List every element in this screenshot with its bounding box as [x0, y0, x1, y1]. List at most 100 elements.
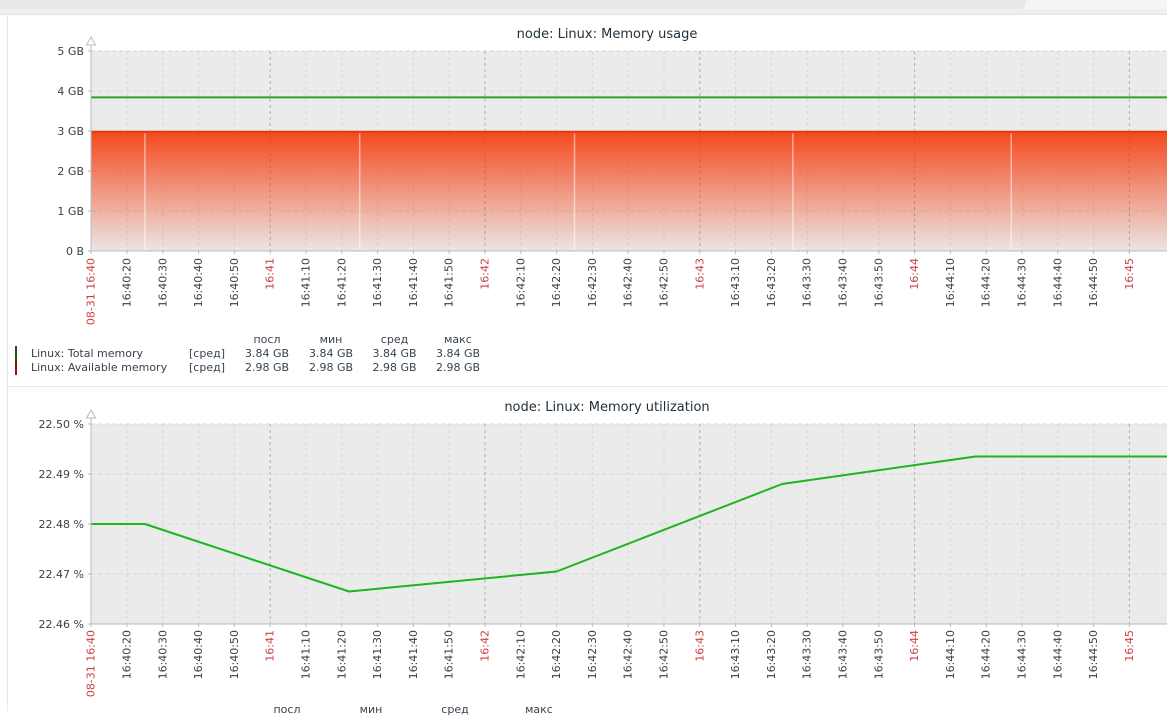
x-tick-label: 16:40:40: [192, 630, 205, 679]
legend-col-max: макс: [444, 332, 472, 346]
x-tick-label: 16:42:50: [658, 258, 671, 307]
x-tick-label: 16:43: [693, 630, 706, 662]
series-max: 2.98 GB: [435, 360, 481, 374]
y-tick-label: 22.46 %: [39, 618, 84, 631]
y-axis-arrow-icon: [85, 408, 97, 419]
x-tick-label: 16:44:10: [944, 258, 957, 307]
x-tick-label: 16:43:10: [729, 258, 742, 307]
y-tick-label: 1 GB: [57, 205, 84, 218]
series-line-linux-memory-utilization: [91, 455, 1167, 593]
y-tick-label: 22.49 %: [39, 468, 84, 481]
x-tick-label: 16:44:50: [1087, 258, 1100, 307]
x-tick-label: 16:40:40: [192, 258, 205, 307]
x-tick-label: 16:41:40: [407, 630, 420, 679]
x-tick-label: 16:44:30: [1016, 630, 1029, 679]
x-tick-label: 16:40:20: [121, 258, 134, 307]
legend-col-last: посл: [253, 332, 281, 346]
legend-col-avg: сред: [441, 702, 469, 716]
y-tick-label: 22.48 %: [39, 518, 84, 531]
content-left-border: [7, 15, 8, 711]
legend-row-total-memory: Linux: Total memory [сред] 3.84 GB 3.84 …: [0, 345, 490, 361]
series-swatch-total-memory: [15, 345, 17, 361]
series-func: [сред]: [189, 360, 225, 374]
x-tick-label: 16:42:40: [622, 258, 635, 307]
x-tick-label: 16:43:50: [872, 630, 885, 679]
x-tick-label: 16:44:50: [1087, 630, 1100, 679]
x-tick-label: 16:41:30: [371, 258, 384, 307]
series-last: 2.98 GB: [244, 360, 290, 374]
series-min: 3.84 GB: [308, 346, 354, 360]
y-axis-arrow-icon: [85, 35, 97, 46]
series-avg: 2.98 GB: [372, 360, 417, 374]
series-area-available-memory: [91, 131, 1167, 251]
x-tick-label: 16:43:30: [801, 258, 814, 307]
x-tick-label: 16:44:40: [1051, 630, 1064, 679]
widget-divider: [7, 386, 1167, 387]
legend-memory-usage: посл мин сред макс Linux: Total memory […: [0, 332, 490, 375]
x-tick-label: 16:42:20: [550, 258, 563, 307]
chart-title-memory-utilization: node: Linux: Memory utilization: [504, 400, 710, 415]
y-tick-label: 22.47 %: [39, 568, 84, 581]
legend-col-min: мин: [359, 702, 383, 716]
x-tick-label: 16:43:20: [765, 258, 778, 307]
x-tick-label: 16:44: [908, 258, 921, 290]
x-tick-label: 16:41:40: [407, 258, 420, 307]
legend-col-avg: сред: [380, 332, 409, 346]
y-tick-label: 4 GB: [57, 85, 84, 98]
x-tick-label: 08-31 16:40: [85, 258, 98, 325]
legend-col-last: посл: [273, 702, 301, 716]
x-tick-label: 16:43:30: [801, 630, 814, 679]
x-tick-label: 16:43: [693, 258, 706, 290]
x-tick-label: 16:42:10: [514, 630, 527, 679]
x-tick-label: 16:44: [908, 630, 921, 662]
x-tick-label: 16:43:20: [765, 630, 778, 679]
y-tick-label: 22.50 %: [39, 418, 84, 431]
x-tick-label: 16:41:50: [443, 258, 456, 307]
series-label: Linux: Available memory: [31, 360, 168, 374]
x-tick-label: 16:44:30: [1016, 258, 1029, 307]
x-tick-label: 16:43:40: [837, 258, 850, 307]
chart-memory-utilization: 22.50 % 22.49 % 22.48 % 22.47 % 22.46 %08-31…: [39, 408, 1167, 697]
x-tick-label: 16:44:20: [980, 258, 993, 307]
series-swatch-available-memory: [15, 359, 17, 375]
y-tick-label: 0 B: [66, 245, 84, 258]
x-tick-label: 16:42:20: [550, 630, 563, 679]
x-tick-label: 16:44:40: [1051, 258, 1064, 307]
x-tick-label: 16:40:30: [156, 258, 169, 307]
x-tick-label: 16:41: [264, 630, 277, 662]
x-tick-label: 16:42:30: [586, 258, 599, 307]
x-tick-label: 16:42:30: [586, 630, 599, 679]
x-tick-label: 08-31 16:40: [85, 630, 98, 697]
browser-toolbar-edge: [0, 9, 1167, 15]
legend-col-max: макс: [525, 702, 553, 716]
chart-title-memory-usage: node: Linux: Memory usage: [516, 27, 698, 42]
x-tick-label: 16:40:30: [156, 630, 169, 679]
x-tick-label: 16:41:20: [335, 630, 348, 679]
x-tick-label: 16:43:50: [872, 258, 885, 307]
legend-col-min: мин: [319, 332, 343, 346]
x-tick-label: 16:40:20: [121, 630, 134, 679]
series-last: 3.84 GB: [244, 346, 290, 360]
y-tick-label: 3 GB: [57, 125, 84, 138]
x-tick-label: 16:45: [1123, 258, 1136, 290]
legend-header-row: посл мин сред макс: [0, 702, 581, 716]
x-tick-label: 16:41:20: [335, 258, 348, 307]
x-tick-label: 16:42:50: [658, 630, 671, 679]
chart-memory-usage: 5 GB 4 GB 3 GB 2 GB 1 GB 0 B08-31 16:40 16:40:…: [57, 35, 1167, 325]
x-tick-label: 16:41:50: [443, 630, 456, 679]
x-tick-label: 16:45: [1123, 630, 1136, 662]
browser-active-tab[interactable]: [0, 0, 1026, 9]
x-tick-label: 16:43:40: [837, 630, 850, 679]
series-min: 2.98 GB: [308, 360, 354, 374]
x-tick-label: 16:42:40: [622, 630, 635, 679]
legend-header-row: посл мин сред макс: [0, 332, 490, 346]
x-tick-label: 16:41:10: [300, 630, 313, 679]
series-max: 3.84 GB: [435, 346, 481, 360]
x-tick-label: 16:41:10: [300, 258, 313, 307]
x-tick-label: 16:42: [479, 630, 492, 662]
legend-memory-utilization: посл мин сред макс: [0, 702, 581, 716]
x-tick-label: 16:40:50: [228, 258, 241, 307]
series-avg: 3.84 GB: [372, 346, 417, 360]
x-tick-label: 16:43:10: [729, 630, 742, 679]
